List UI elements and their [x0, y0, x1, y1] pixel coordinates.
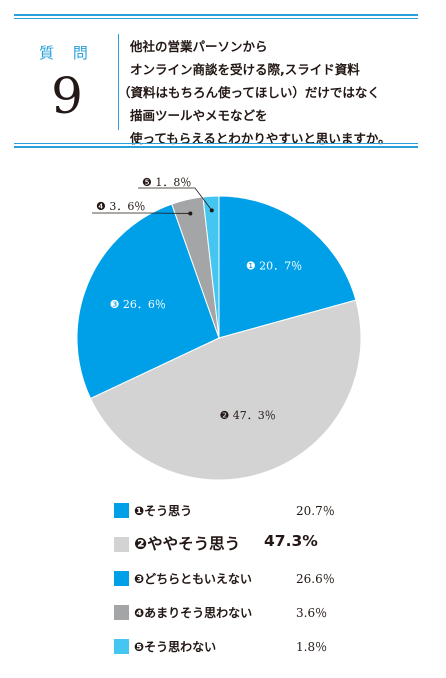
question-number: 9 [51, 67, 83, 125]
legend-swatch [114, 639, 129, 654]
question-line: 描画ツールやメモなどを [130, 108, 268, 123]
pie-slice-1 [218, 195, 357, 339]
chart-legend: ❶そう思う 20.7％ ❷ややそう思う 47.3% ❸どちらともいえない 26.… [114, 497, 444, 667]
legend-label: ❶そう思う [134, 504, 193, 518]
legend-value: 1.8％ [296, 640, 328, 654]
legend-item-4: ❹あまりそう思わない 3.6％ [114, 599, 444, 633]
legend-swatch [114, 503, 129, 518]
legend-label: ❷ややそう思う [134, 535, 241, 553]
pie-data-label: ❹ 3．6％ [96, 200, 145, 213]
legend-label: ❺そう思わない [134, 640, 217, 654]
legend-swatch [114, 605, 129, 620]
header-top-rule [14, 14, 418, 16]
pie-data-label: ❶ 20．7％ [246, 260, 302, 273]
header-divider [118, 34, 119, 130]
question-line: （資料はもちろん使ってほしい）だけではなく [118, 85, 380, 100]
pie-data-label: ❺ 1．8％ [142, 176, 191, 189]
header-bottom-rule-thin [14, 143, 418, 144]
legend-item-3: ❸どちらともいえない 26.6％ [114, 565, 444, 599]
question-text: 他社の営業パーソンから オンライン商談を受ける際,スライド資料 （資料はもちろん… [118, 35, 428, 150]
legend-item-5: ❺そう思わない 1.8％ [114, 633, 444, 667]
header-bottom-rule [14, 146, 418, 148]
pie-slice-2 [89, 299, 362, 481]
legend-item-2: ❷ややそう思う 47.3% [114, 531, 444, 565]
pie-leader-dot [209, 208, 214, 213]
legend-swatch [114, 537, 129, 552]
pie-leader-dot [188, 211, 193, 216]
pie-slice-5 [202, 195, 220, 339]
pie-chart: ❶ 20．7％ ❷ 47．3％ ❸ 26．6％ ❹ 3．6％ ❺ 1．8％ [76, 176, 362, 481]
legend-value: 3.6％ [296, 606, 328, 620]
question-line: オンライン商談を受ける際,スライド資料 [130, 62, 360, 77]
header-top-rule-thin [14, 18, 418, 19]
pie-slice-3 [76, 203, 220, 400]
legend-label: ❸どちらともいえない [134, 572, 252, 586]
legend-value: 47.3% [264, 532, 318, 550]
legend-value: 26.6％ [296, 572, 335, 586]
legend-label: ❹あまりそう思わない [134, 606, 253, 620]
legend-item-1: ❶そう思う 20.7％ [114, 497, 444, 531]
question-line: 他社の営業パーソンから [130, 39, 268, 54]
pie-data-label: ❸ 26．6％ [110, 298, 166, 311]
question-label: 質 問 [39, 44, 95, 62]
pie-data-label: ❷ 47．3％ [219, 409, 275, 422]
question-line: 使ってもらえるとわかりやすいと思いますか。 [130, 131, 391, 146]
legend-swatch [114, 571, 129, 586]
legend-value: 20.7％ [296, 504, 335, 518]
pie-leader-line [138, 187, 213, 211]
